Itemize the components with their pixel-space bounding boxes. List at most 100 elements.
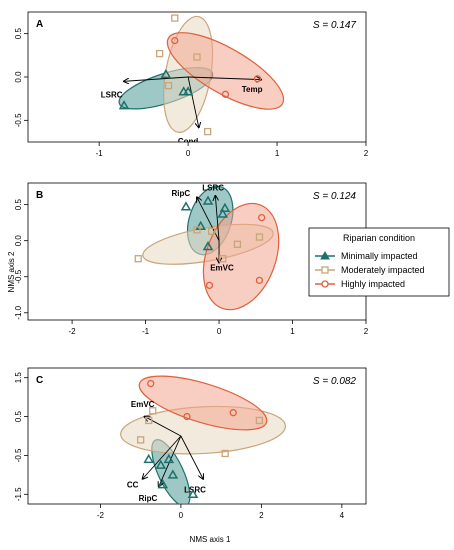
- vector-cond: [187, 76, 199, 127]
- legend-triangle-marker: [320, 250, 330, 260]
- vector-cc: [143, 435, 182, 479]
- plot-area: Temp LSRC Cond: [101, 14, 285, 146]
- high-point: [221, 90, 230, 98]
- plot-frame: [27, 367, 367, 505]
- plot-area: RipC LSRC EmVC: [134, 183, 280, 311]
- y-tick-label: 0.5: [14, 410, 23, 422]
- vector-label-temp: Temp: [242, 85, 263, 94]
- high-confidence-ellipse: [166, 32, 285, 110]
- vector-label-lsrc: LSRC: [184, 486, 206, 495]
- vector-lsrc: [215, 196, 220, 241]
- vector-label-lsrc: LSRC: [202, 183, 224, 192]
- minimal-point: [202, 195, 214, 205]
- panel-letter: B: [36, 190, 43, 201]
- x-tick-label: -1: [96, 149, 104, 158]
- panel-a: -1 0 1 2 -0.5 0.0 0.5 Temp LSRC Cond A S = 0.147: [14, 11, 369, 158]
- vector-label-cc: CC: [127, 481, 139, 490]
- x-tick-label: 2: [364, 149, 369, 158]
- panel-letter: C: [36, 375, 43, 386]
- y-tick-label: -1.5: [14, 487, 23, 501]
- high-point: [205, 281, 214, 290]
- vector-lsrc: [124, 76, 189, 81]
- minimal-point: [182, 86, 194, 96]
- high-point: [258, 213, 266, 222]
- vector-label-ripc: RipC: [139, 494, 158, 503]
- vector-temp: [188, 77, 261, 80]
- minimal-point: [118, 100, 130, 110]
- high-confidence-ellipse: [138, 375, 268, 431]
- legend-entry-label: Moderately impacted: [341, 265, 425, 275]
- y-tick-label: -0.5: [14, 269, 23, 283]
- moderate-point: [164, 82, 173, 90]
- vector-label-cond: Cond: [178, 137, 199, 146]
- moderate-point: [255, 416, 264, 425]
- legend-entry-label: Highly impacted: [341, 279, 405, 289]
- x-tick-label: 1: [290, 327, 295, 336]
- moderate-point: [155, 49, 164, 58]
- vector-emvc: [145, 417, 182, 437]
- legend-square-marker: [321, 266, 329, 274]
- y-tick-label: -0.5: [14, 113, 23, 127]
- minimal-point: [157, 479, 169, 489]
- stress-value: S = 0.147: [313, 20, 357, 31]
- high-point: [253, 75, 262, 83]
- x-tick-label: -1: [142, 327, 150, 336]
- x-tick-label: 0: [186, 149, 191, 158]
- x-tick-label: 2: [364, 327, 369, 336]
- moderate-point: [193, 226, 201, 234]
- moderate-point: [134, 255, 142, 263]
- vector-ripc: [159, 435, 182, 487]
- moderate-point: [255, 233, 264, 241]
- minimal-point: [167, 469, 179, 479]
- y-axis-title: NMS axis 2: [7, 251, 16, 292]
- y-tick-label: -1.0: [14, 305, 23, 319]
- y-tick-label: 0.5: [14, 199, 23, 211]
- moderate-point: [219, 255, 227, 263]
- legend: Riparian condition Minimally impacted Mode…: [308, 227, 450, 297]
- moderate-point: [171, 14, 179, 22]
- high-point: [183, 412, 191, 421]
- minimal-point: [155, 459, 167, 469]
- high-point: [147, 379, 155, 388]
- high-point: [171, 36, 179, 45]
- moderate-point: [145, 416, 153, 425]
- moderate-point: [208, 227, 216, 235]
- minimal-point: [202, 240, 214, 251]
- x-tick-label: 4: [340, 511, 345, 520]
- y-tick-label: 0.5: [14, 28, 23, 40]
- minimal-point: [143, 453, 155, 464]
- x-tick-label: 2: [259, 511, 264, 520]
- vector-lsrc: [180, 435, 203, 479]
- moderate-point: [137, 436, 145, 444]
- y-tick-label: 0.0: [14, 235, 23, 247]
- minimal-point: [180, 201, 192, 211]
- vector-ripc: [197, 197, 220, 241]
- legend-circle-marker: [321, 280, 329, 288]
- x-tick-label: -2: [97, 511, 105, 520]
- minimal-point: [160, 68, 172, 79]
- legend-title: Riparian condition: [343, 233, 415, 243]
- moderate-point: [193, 53, 201, 61]
- high-point: [255, 276, 264, 284]
- vector-label-ripc: RipC: [171, 189, 190, 198]
- x-tick-label: 0: [217, 327, 222, 336]
- x-axis-title: NMS axis 1: [190, 535, 231, 544]
- minimal-point: [187, 488, 199, 499]
- vector-label-lsrc: LSRC: [101, 90, 123, 99]
- minimal-point: [163, 453, 175, 464]
- moderate-point: [204, 127, 212, 136]
- stress-value: S = 0.082: [313, 376, 357, 387]
- vector-label-emvc: EmVC: [210, 263, 234, 272]
- stress-value: S = 0.124: [313, 191, 357, 202]
- minimal-point: [219, 202, 231, 212]
- minimal-point: [217, 208, 229, 218]
- x-tick-label: -2: [69, 327, 77, 336]
- legend-entry-label: Minimally impacted: [341, 251, 418, 261]
- x-tick-label: 1: [275, 149, 280, 158]
- y-tick-label: 1.5: [14, 372, 23, 384]
- moderate-point: [233, 240, 242, 248]
- minimal-point: [195, 220, 206, 231]
